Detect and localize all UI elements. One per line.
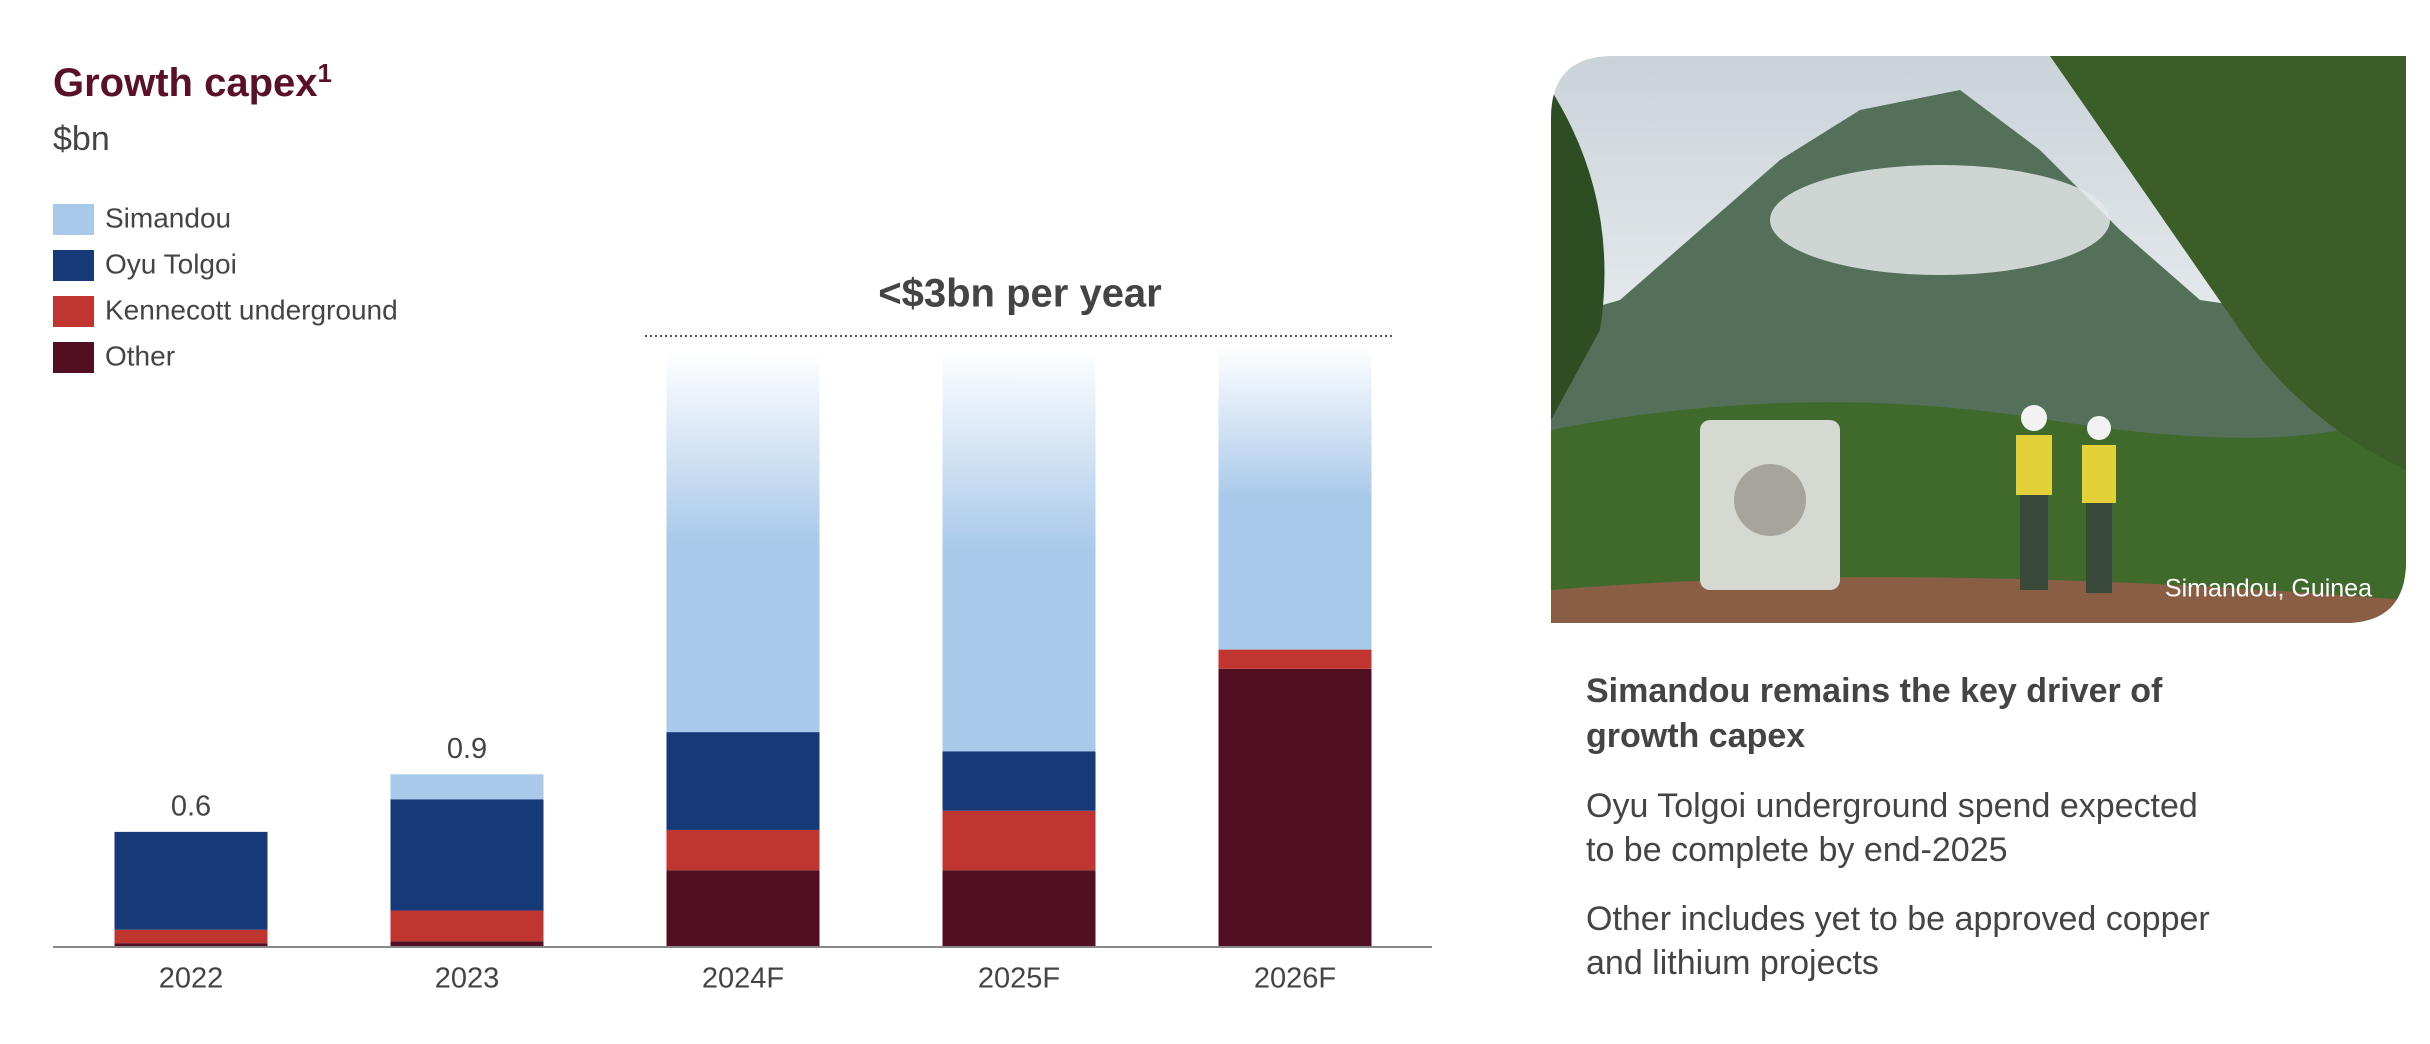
bar-segment (390, 910, 544, 942)
x-tick-label: 2022 (159, 963, 224, 995)
total-label: 0.9 (447, 733, 487, 765)
legend-swatch (53, 250, 94, 281)
bar-segment (390, 774, 544, 800)
bar-segment (666, 352, 820, 733)
bar-segment (1218, 668, 1372, 947)
legend-label: Other (105, 340, 175, 371)
photo (1551, 56, 2406, 623)
side-paragraph: and lithium projects (1586, 944, 1879, 982)
bar-segment (114, 831, 268, 930)
bar-segment (666, 732, 820, 830)
bar-segment (390, 941, 544, 947)
x-tick-label: 2024F (702, 963, 784, 995)
x-tick-label: 2025F (978, 963, 1060, 995)
chart: Simandou Oyu Tolgoi Kennecott underground O… (53, 202, 1432, 995)
legend-label: Simandou (105, 202, 231, 233)
bar-segment (666, 829, 820, 871)
legend-swatch (53, 204, 94, 235)
side-heading: Simandou remains the key driver of (1586, 672, 2163, 710)
side-text: Simandou remains the key driver of growth… (1586, 672, 2210, 982)
chart-subtitle: $bn (53, 120, 110, 158)
x-tick-label: 2023 (435, 963, 500, 995)
annotation: <$3bn per year (878, 272, 1162, 316)
side-heading: growth capex (1586, 717, 1805, 755)
legend-label: Oyu Tolgoi (105, 248, 237, 279)
photo-caption: Simandou, Guinea (2165, 575, 2372, 603)
bar-segment (942, 810, 1096, 871)
legend-swatch (53, 296, 94, 327)
side-paragraph: to be complete by end-2025 (1586, 831, 2008, 869)
bar-segment (390, 799, 544, 911)
title-text: Growth capex (53, 61, 318, 105)
side-paragraph: Other includes yet to be approved copper (1586, 900, 2210, 938)
legend-label: Kennecott underground (105, 294, 398, 325)
bar-segment (1218, 649, 1372, 669)
bar-segment (942, 870, 1096, 947)
x-tick-label: 2026F (1254, 963, 1336, 995)
total-label: 0.6 (171, 791, 211, 823)
bar-segment (114, 929, 268, 944)
legend-swatch (53, 342, 94, 373)
side-paragraph: Oyu Tolgoi underground spend expected (1586, 787, 2198, 825)
bar-segment (942, 348, 1096, 752)
footnote-mark: 1 (318, 58, 332, 88)
chart-title: Growth capex1 (53, 58, 332, 105)
bar-segment (666, 870, 820, 947)
bar-segment (1218, 346, 1372, 650)
bar-segment (942, 751, 1096, 811)
bar-segment (114, 943, 268, 947)
